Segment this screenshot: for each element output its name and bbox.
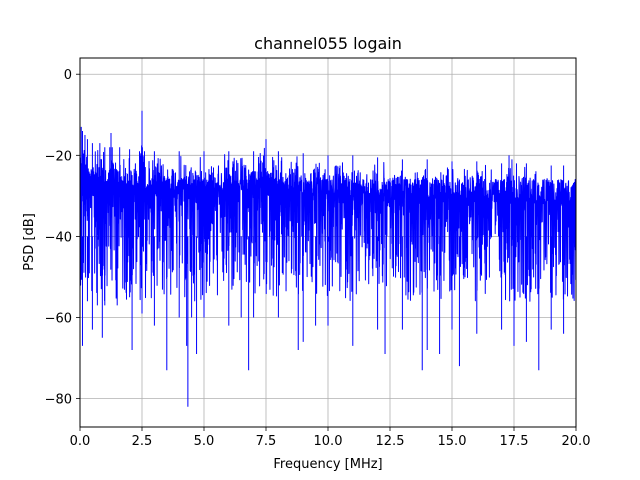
x-tick-label: 0.0 <box>70 434 91 449</box>
x-tick-label: 17.5 <box>500 434 529 449</box>
psd-series <box>80 110 576 407</box>
y-tick-label: −40 <box>45 230 72 245</box>
chart-title: channel055 logain <box>254 34 402 53</box>
y-tick-label: −80 <box>45 393 72 408</box>
x-tick-label: 20.0 <box>562 434 591 449</box>
x-tick-label: 7.5 <box>256 434 277 449</box>
y-axis-ticks: 0 −20 −40 −60 −80 <box>45 68 80 408</box>
x-tick-label: 15.0 <box>438 434 467 449</box>
x-tick-label: 10.0 <box>314 434 343 449</box>
x-tick-label: 2.5 <box>132 434 153 449</box>
y-tick-label: 0 <box>64 68 72 83</box>
y-axis-label: PSD [dB] <box>22 213 37 271</box>
x-axis-ticks: 0.0 2.5 5.0 7.5 10.0 12.5 15.0 17.5 20.0 <box>70 427 591 449</box>
psd-trace-line <box>80 110 576 407</box>
x-axis-label: Frequency [MHz] <box>273 457 382 472</box>
x-tick-label: 12.5 <box>376 434 405 449</box>
x-tick-label: 5.0 <box>194 434 215 449</box>
y-tick-label: −20 <box>45 149 72 164</box>
y-tick-label: −60 <box>45 312 72 327</box>
